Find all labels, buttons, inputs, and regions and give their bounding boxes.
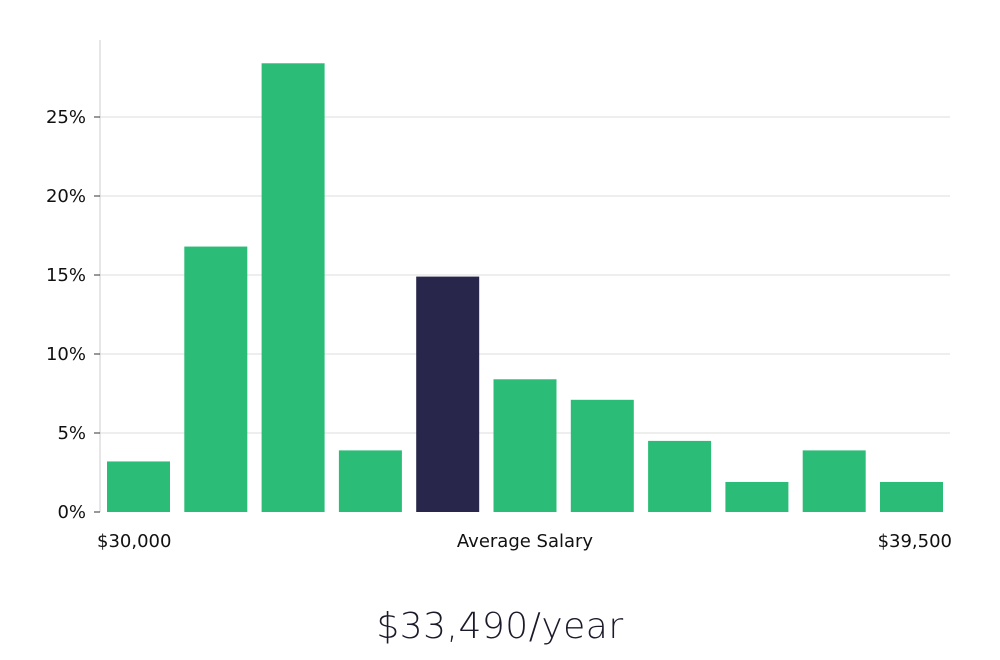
bar <box>648 440 712 512</box>
bar-highlighted <box>416 276 480 512</box>
bar <box>725 481 789 512</box>
average-salary-value: $33,490/year <box>376 606 624 647</box>
bar <box>570 399 634 512</box>
y-tick-label: 20% <box>46 186 86 207</box>
y-tick-label: 25% <box>46 107 86 128</box>
bar <box>107 461 170 512</box>
x-axis-title: Average Salary <box>457 531 594 552</box>
bar <box>261 63 325 512</box>
bar <box>493 379 557 512</box>
y-tick-label: 0% <box>57 502 86 523</box>
y-axis-ticks: 0% 5% 10% 15% 20% 25% <box>46 107 100 523</box>
x-axis-end-label: $39,500 <box>878 531 952 552</box>
x-axis-start-label: $30,000 <box>97 531 171 552</box>
y-tick-label: 5% <box>57 423 86 444</box>
y-tick-label: 10% <box>46 344 86 365</box>
bar <box>802 450 866 512</box>
salary-histogram-chart: 0%5%10%15%20%25% $30,000 Average Salary … <box>46 40 952 552</box>
bars <box>107 63 943 512</box>
y-tick-label: 15% <box>46 265 86 286</box>
bar <box>184 246 248 512</box>
bar <box>338 450 402 512</box>
bar <box>880 481 943 512</box>
